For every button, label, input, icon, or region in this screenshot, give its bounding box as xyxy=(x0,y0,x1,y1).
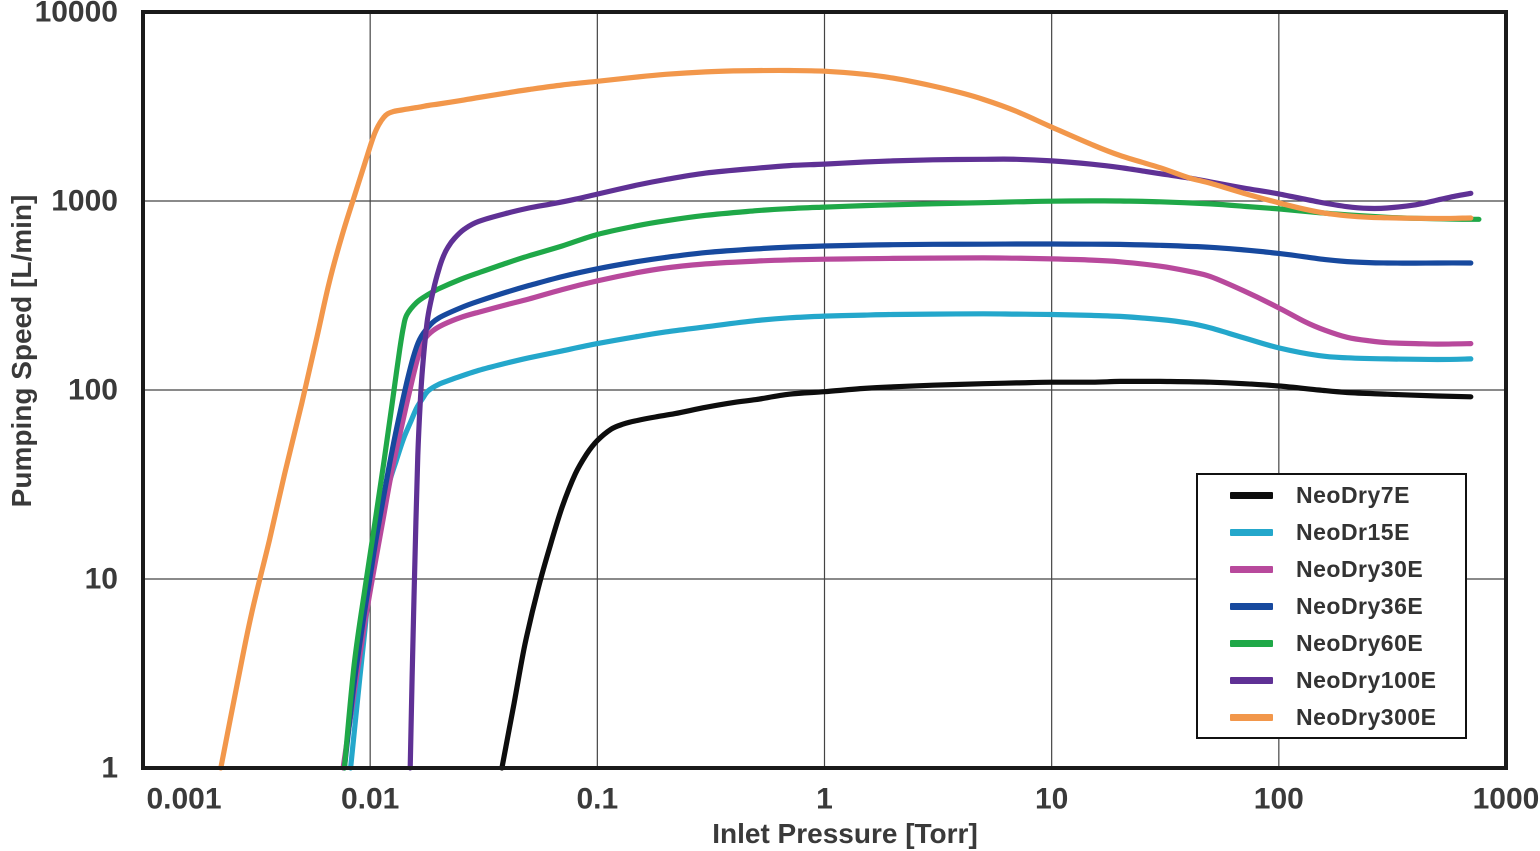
chart-legend: NeoDry7E NeoDr15E NeoDry30E NeoDry36E NeoDry… xyxy=(1196,473,1467,739)
legend-item-NeoDry300E: NeoDry300E xyxy=(1198,700,1465,734)
x-tick-label: 0.01 xyxy=(341,783,399,816)
plot-border xyxy=(141,10,1508,770)
legend-swatch xyxy=(1230,676,1273,684)
legend-label: NeoDry7E xyxy=(1296,481,1410,508)
x-tick-label: 0.1 xyxy=(576,783,618,816)
series-line-NeoDry100E xyxy=(407,156,1474,771)
legend-item-NeoDry30E: NeoDry30E xyxy=(1198,552,1465,586)
series-line-NeoDry30E xyxy=(340,255,1474,771)
x-tick-label: 1000 xyxy=(1473,783,1540,816)
x-tick-label: 100 xyxy=(1254,783,1304,816)
series-line-NeoDry7E xyxy=(499,378,1474,771)
legend-swatch xyxy=(1230,528,1273,536)
series-line-NeoDry36E xyxy=(341,241,1474,771)
y-tick-label: 100 xyxy=(68,374,118,407)
x-tick-label: 0.001 xyxy=(146,783,221,816)
legend-label: NeoDry60E xyxy=(1296,629,1424,656)
legend-label: NeoDry36E xyxy=(1296,592,1424,619)
legend-swatch xyxy=(1230,639,1273,647)
series-line-NeoDr15E xyxy=(348,311,1474,771)
y-tick-label: 1 xyxy=(101,752,118,785)
y-tick-label: 1000 xyxy=(51,185,118,218)
legend-item-NeoDry36E: NeoDry36E xyxy=(1198,589,1465,623)
x-tick-label: 10 xyxy=(1035,783,1068,816)
legend-swatch xyxy=(1230,713,1273,721)
legend-item-NeoDr15E: NeoDr15E xyxy=(1198,515,1465,549)
legend-swatch xyxy=(1230,491,1273,499)
y-tick-label: 10 xyxy=(85,563,118,596)
legend-item-NeoDry100E: NeoDry100E xyxy=(1198,663,1465,697)
legend-label: NeoDry30E xyxy=(1296,555,1424,582)
x-axis-title: Inlet Pressure [Torr] xyxy=(712,818,978,849)
x-tick-label: 1 xyxy=(816,783,833,816)
y-tick-label: 10000 xyxy=(35,0,118,29)
legend-swatch xyxy=(1230,602,1273,610)
legend-label: NeoDry100E xyxy=(1296,666,1437,693)
legend-label: NeoDr15E xyxy=(1296,518,1410,545)
series-line-NeoDry300E xyxy=(218,67,1474,771)
legend-label: NeoDry300E xyxy=(1296,703,1437,730)
legend-swatch xyxy=(1230,565,1273,573)
legend-item-NeoDry7E: NeoDry7E xyxy=(1198,478,1465,512)
legend-item-NeoDry60E: NeoDry60E xyxy=(1198,626,1465,660)
y-axis-title: Pumping Speed [L/min] xyxy=(6,194,37,508)
